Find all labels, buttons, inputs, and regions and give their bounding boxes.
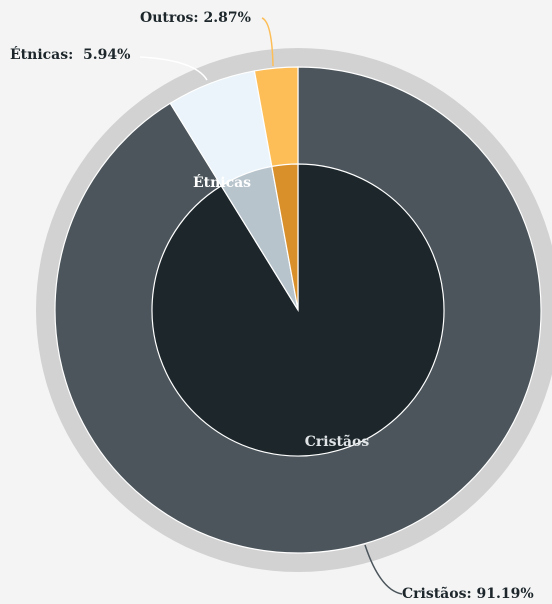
value-label: Étnicas: 5.94% xyxy=(10,45,130,63)
value-label: Outros: 2.87% xyxy=(140,10,251,26)
leader-line xyxy=(261,17,274,67)
value-label: Cristãos: 91.19% xyxy=(402,585,534,602)
leader-line xyxy=(364,544,403,595)
wedges xyxy=(54,66,542,554)
inner-label: Étnicas xyxy=(193,173,251,191)
leader-line xyxy=(139,56,208,81)
inner-wedge xyxy=(271,163,299,311)
inner-label: Cristãos xyxy=(305,433,370,450)
